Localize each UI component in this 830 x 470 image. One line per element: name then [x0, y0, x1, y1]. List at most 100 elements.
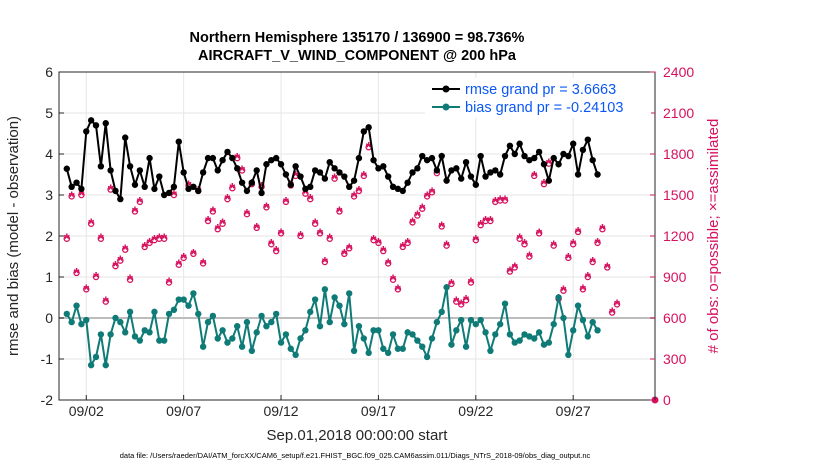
obs-assimilated-marker: *: [439, 218, 445, 235]
bias-point: [234, 323, 241, 330]
bias-point: [321, 286, 329, 293]
rmse-point: [341, 173, 348, 180]
rmse-point: [321, 175, 329, 182]
bias-point: [277, 339, 285, 346]
obs-assimilated-marker: *: [341, 246, 347, 263]
obs-possible-marker: [307, 195, 314, 203]
rmse-point: [277, 161, 285, 168]
obs-possible-marker: [253, 224, 260, 232]
obs-assimilated-marker: *: [307, 191, 313, 208]
rmse-point: [336, 169, 343, 176]
obs-possible-marker: [604, 264, 611, 271]
obs-assimilated-marker: *: [93, 269, 99, 286]
rmse-point: [83, 128, 90, 135]
bias-point: [550, 320, 557, 328]
obs-possible-marker: [472, 236, 480, 244]
obs-possible-marker: [389, 276, 397, 283]
obs-possible-marker: [112, 262, 119, 270]
obs-possible-marker: [341, 250, 348, 258]
obs-possible-marker: [87, 220, 95, 227]
rmse-point: [453, 165, 460, 172]
rmse-point: [156, 173, 163, 180]
bias-point: [151, 308, 158, 316]
rmse-point: [258, 189, 265, 197]
obs-count-layer: *********** ****** * * * **** * ***** **********…: [63, 139, 659, 404]
obs-assimilated-marker: *: [273, 243, 279, 260]
obs-possible-marker: [360, 172, 368, 180]
rmse-point: [496, 171, 504, 178]
obs-assimilated-marker: *: [69, 188, 75, 205]
rmse-point: [122, 134, 129, 141]
rmse-point: [443, 177, 450, 184]
bias-point: [492, 331, 499, 338]
rmse-point: [185, 185, 192, 193]
obs-assimilated-marker: *: [565, 250, 571, 267]
rmse-point: [589, 156, 596, 164]
rmse-point: [545, 177, 553, 184]
obs-assimilated-marker: *: [78, 187, 84, 204]
rmse-point: [146, 154, 153, 162]
obs-possible-marker: [501, 197, 509, 204]
obs-assimilated-marker: *: [210, 203, 216, 220]
bias-point: [175, 296, 182, 303]
obs-assimilated-marker: *: [551, 238, 557, 255]
rmse-point: [448, 167, 455, 174]
bias-point: [204, 318, 212, 326]
rmse-point: [160, 191, 168, 199]
obs-assimilated-marker: *: [132, 203, 138, 220]
obs-possible-marker: [375, 239, 382, 247]
obs-assimilated-marker: *: [585, 269, 591, 286]
bias-point: [467, 316, 475, 324]
obs-possible-marker: [530, 172, 538, 180]
obs-possible-marker: [219, 220, 226, 227]
rmse-point: [560, 150, 567, 158]
obs-assimilated-marker: *: [395, 281, 401, 298]
obs-possible-marker: [428, 189, 436, 196]
obs-assimilated-marker: *: [244, 206, 250, 223]
y-right-tick-label: 1500: [663, 187, 694, 203]
bias-point: [272, 310, 280, 318]
obs-assimilated-marker: *: [346, 240, 352, 257]
bias-point: [224, 339, 231, 346]
rmse-point: [253, 167, 260, 174]
bias-point: [531, 335, 538, 342]
bias-point: [560, 314, 567, 322]
obs-assimilated-marker: *: [317, 225, 323, 242]
obs-assimilated-marker: *: [517, 231, 523, 248]
obs-possible-marker: [579, 286, 587, 293]
obs-assimilated-marker: *: [376, 235, 382, 252]
obs-assimilated-marker: *: [166, 274, 172, 291]
obs-possible-marker: [243, 210, 251, 218]
bias-point: [97, 331, 105, 338]
bias-point: [195, 310, 202, 318]
bias-point: [506, 331, 514, 338]
obs-assimilated-marker: *: [83, 281, 89, 298]
bias-point: [287, 345, 294, 352]
bias-point: [136, 337, 144, 344]
y-right-tick-label: 2400: [663, 64, 694, 80]
bias-point: [238, 343, 246, 350]
y-right-tick-label: 1200: [663, 228, 694, 244]
bias-point: [126, 308, 134, 316]
obs-possible-marker: [78, 191, 85, 199]
obs-assimilated-marker: *: [590, 254, 596, 271]
bias-point: [501, 300, 509, 307]
obs-assimilated-marker: *: [327, 231, 333, 248]
bias-point: [380, 345, 387, 352]
obs-assimilated-marker: *: [444, 238, 450, 255]
rmse-point: [506, 142, 514, 149]
bias-point: [263, 323, 270, 330]
rmse-point: [472, 181, 480, 188]
bias-point: [131, 333, 139, 340]
obs-assimilated-marker: *: [434, 165, 440, 182]
obs-possible-marker: [83, 286, 90, 293]
obs-assimilated-marker: *: [181, 250, 187, 267]
rmse-point: [482, 173, 489, 180]
obs-assimilated-marker: *: [595, 235, 601, 252]
rmse-point: [501, 152, 509, 160]
obs-possible-marker: [272, 247, 280, 255]
bias-point: [443, 284, 450, 291]
obs-assimilated-marker: *: [205, 213, 211, 230]
bias-point: [165, 310, 173, 318]
rmse-point: [487, 169, 494, 176]
